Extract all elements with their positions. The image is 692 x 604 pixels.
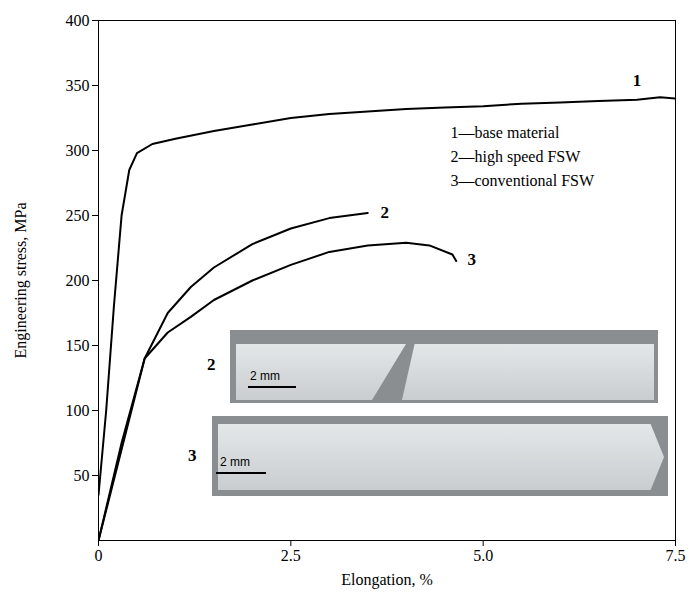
svg-text:2: 2 xyxy=(380,203,389,222)
html-text:2: 2 xyxy=(207,355,216,374)
svg-text:200: 200 xyxy=(66,272,90,289)
html-text:3: 3 xyxy=(188,446,197,465)
svg-text:50: 50 xyxy=(74,467,90,484)
svg-text:300: 300 xyxy=(66,142,90,159)
svg-text:5.0: 5.0 xyxy=(473,547,493,564)
svg-text:1: 1 xyxy=(633,71,642,90)
svg-text:400: 400 xyxy=(66,12,90,29)
svg-text:7.5: 7.5 xyxy=(666,547,686,564)
svg-text:350: 350 xyxy=(66,77,90,94)
html-text:2 mm: 2 mm xyxy=(220,455,250,469)
svg-text:1—base material2—high speed FS: 1—base material2—high speed FSW3—convent… xyxy=(451,124,595,189)
svg-text:Engineering stress, MPa: Engineering stress, MPa xyxy=(12,203,30,359)
html-text:2 mm: 2 mm xyxy=(250,369,280,383)
svg-text:0: 0 xyxy=(95,547,103,564)
svg-text:150: 150 xyxy=(66,337,90,354)
svg-text:2.5: 2.5 xyxy=(281,547,301,564)
svg-text:3: 3 xyxy=(467,250,476,269)
svg-text:Elongation, %: Elongation, % xyxy=(341,571,433,589)
svg-text:100: 100 xyxy=(66,402,90,419)
svg-text:250: 250 xyxy=(66,207,90,224)
